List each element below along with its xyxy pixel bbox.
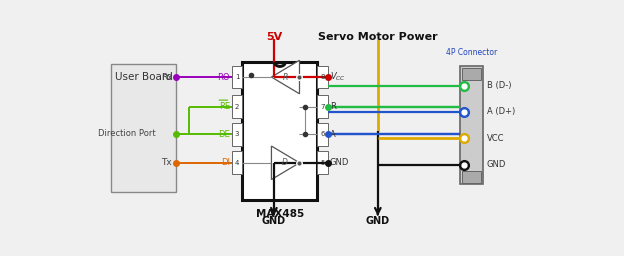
Text: Tx: Tx <box>162 158 172 167</box>
Text: A: A <box>330 130 336 139</box>
Bar <box>462 68 481 80</box>
Text: 5V: 5V <box>266 32 282 42</box>
Text: 4: 4 <box>235 160 239 166</box>
Text: GND: GND <box>366 216 390 226</box>
Text: RO: RO <box>217 72 230 82</box>
Text: 5: 5 <box>321 160 325 166</box>
Text: VCC: VCC <box>487 134 504 143</box>
Text: User Board: User Board <box>115 72 172 82</box>
Bar <box>318 152 328 174</box>
Text: MAX485: MAX485 <box>256 209 304 219</box>
Text: 8: 8 <box>321 74 325 80</box>
Text: Rx: Rx <box>160 72 172 82</box>
Text: R: R <box>282 72 288 82</box>
Text: DI: DI <box>221 158 230 167</box>
Text: GND: GND <box>262 216 286 226</box>
Bar <box>462 171 481 183</box>
Text: GND: GND <box>487 160 506 169</box>
Bar <box>318 123 328 146</box>
Bar <box>460 66 483 185</box>
Bar <box>318 95 328 118</box>
Text: 4P Connector: 4P Connector <box>446 48 497 57</box>
Text: GND: GND <box>330 158 349 167</box>
Bar <box>318 66 328 88</box>
Bar <box>232 66 243 88</box>
Polygon shape <box>271 60 300 94</box>
Bar <box>242 62 318 200</box>
Text: Servo Motor Power: Servo Motor Power <box>318 32 437 42</box>
Text: 7: 7 <box>321 104 325 110</box>
Text: A (D+): A (D+) <box>487 107 515 116</box>
Text: R: R <box>330 102 336 111</box>
Text: 6: 6 <box>321 131 325 137</box>
Text: D: D <box>282 158 288 167</box>
Text: $V_{CC}$: $V_{CC}$ <box>330 71 346 83</box>
Polygon shape <box>271 146 300 179</box>
Bar <box>111 64 176 192</box>
Bar <box>232 152 243 174</box>
Text: 2: 2 <box>235 104 239 110</box>
Bar <box>232 95 243 118</box>
Text: 3: 3 <box>235 131 240 137</box>
Text: 1: 1 <box>235 74 240 80</box>
Bar <box>232 123 243 146</box>
Text: B (D-): B (D-) <box>487 81 511 90</box>
Text: Direction Port: Direction Port <box>97 129 155 138</box>
Text: RE: RE <box>219 102 230 111</box>
Text: DE: DE <box>218 130 230 139</box>
